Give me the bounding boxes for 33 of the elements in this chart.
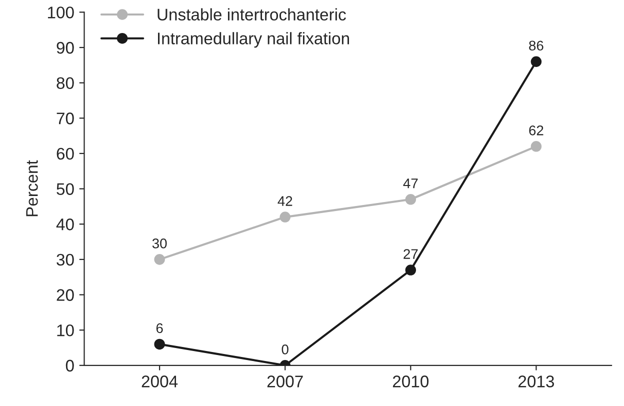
point [154,254,165,265]
y-tick-label: 100 [48,6,74,18]
data-label: 6 [156,323,163,334]
legend-label: Intramedullary nail fixation [158,32,349,48]
y-tick-label: 60 [56,148,74,160]
y-tick-label: 70 [56,112,74,124]
data-label: 0 [282,344,288,354]
x-tick-label: 2013 [518,376,554,388]
y-tick-label: 30 [56,254,74,266]
point [154,338,165,350]
legend-label: Unstable intertrochanteric [158,8,346,20]
y-tick-label: 20 [56,289,74,301]
x-tick-label: 2010 [392,376,429,388]
data-label: 30 [152,238,167,248]
point [280,212,290,222]
data-label: 27 [404,249,418,259]
point [405,264,416,276]
data-label: 47 [403,178,418,188]
x-tick-label: 2007 [267,376,303,388]
point [530,56,542,68]
point [405,194,416,205]
y-tick-label: 10 [57,324,74,336]
data-label: 86 [529,40,544,51]
y-tick-label: 90 [56,42,74,54]
y-tick-label: 0 [66,360,74,372]
data-label: 42 [278,196,292,206]
y-tick-label: 40 [56,218,74,230]
y-axis-title: Percent [26,160,38,216]
data-label: 62 [529,125,544,136]
x-tick-label: 2004 [142,376,178,388]
y-tick-label: 80 [56,77,74,90]
y-tick-label: 50 [56,183,74,195]
point [530,141,542,152]
